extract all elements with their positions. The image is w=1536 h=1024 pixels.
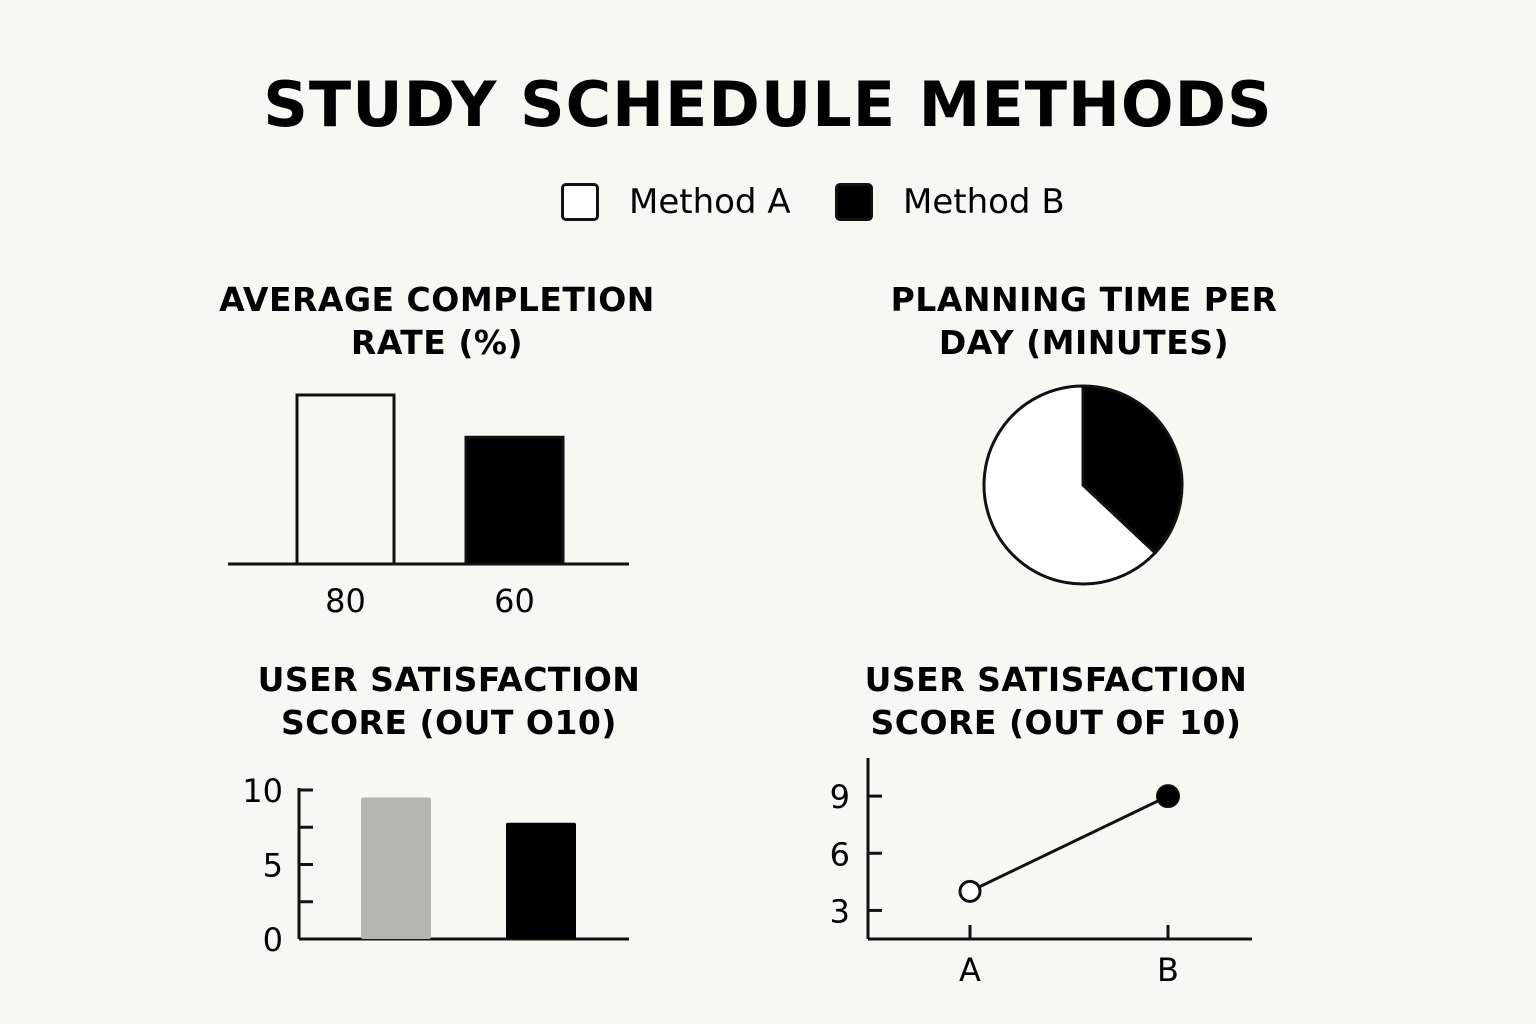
satisfaction-line-title-line-2: SCORE (OUT OF 10) xyxy=(870,703,1242,742)
satisfaction-y-tick-label-5: 5 xyxy=(263,847,283,885)
legend-swatch-method-b xyxy=(835,183,873,221)
planning-title-line-2: DAY (MINUTES) xyxy=(938,323,1230,362)
satisfaction-y-tick-label-10: 10 xyxy=(242,772,283,810)
legend-swatch-method-a xyxy=(561,183,599,221)
completion-bar-1 xyxy=(295,393,396,566)
page-title: STUDY SCHEDULE METHODS xyxy=(263,68,1273,141)
satisfaction-line-title: USER SATISFACTION SCORE (OUT OF 10) xyxy=(806,658,1306,744)
planning-title-line-1: PLANNING TIME PER xyxy=(890,280,1278,319)
completion-chart-title: AVERAGE COMPLETION RATE (%) xyxy=(187,278,687,364)
completion-title-line-2: RATE (%) xyxy=(350,323,524,362)
line-chart-y-tick-label-9: 9 xyxy=(830,778,850,816)
line-chart-y-tick-label-6: 6 xyxy=(830,835,850,873)
completion-tick-label-2: 60 xyxy=(494,582,535,620)
legend-label-method-a: Method A xyxy=(629,182,791,222)
line-chart-series-line xyxy=(969,794,1169,893)
line-chart-x-tick-label-A: A xyxy=(959,951,981,989)
completion-title-line-1: AVERAGE COMPLETION xyxy=(219,280,655,319)
satisfaction-line-title-line-1: USER SATISFACTION xyxy=(864,660,1248,699)
planning-chart-title: PLANNING TIME PER DAY (MINUTES) xyxy=(834,278,1334,364)
pie-slice-method-a xyxy=(982,384,1158,586)
completion-tick-label-1: 80 xyxy=(325,582,366,620)
legend-method-b: Method B xyxy=(835,180,1065,224)
line-chart-x-tick-label-B: B xyxy=(1157,951,1179,989)
satisfaction-y-tick-label-0: 0 xyxy=(263,921,283,959)
satisfaction-bar-title-line-1: USER SATISFACTION xyxy=(257,660,641,699)
line-chart-point-a xyxy=(958,879,982,903)
legend-label-method-b: Method B xyxy=(903,182,1065,222)
satisfaction-bar-title: USER SATISFACTION SCORE (OUT O10) xyxy=(199,658,699,744)
satisfaction-bar-title-line-2: SCORE (OUT O10) xyxy=(281,703,617,742)
pie-slice-method-b xyxy=(1081,384,1184,555)
legend-method-a: Method A xyxy=(561,180,791,224)
completion-bar-2 xyxy=(464,435,565,566)
satisfaction-bar-1 xyxy=(361,797,431,939)
line-chart-y-tick-label-3: 3 xyxy=(830,892,850,930)
line-chart-point-b xyxy=(1156,784,1180,809)
satisfaction-bar-2 xyxy=(506,822,576,939)
